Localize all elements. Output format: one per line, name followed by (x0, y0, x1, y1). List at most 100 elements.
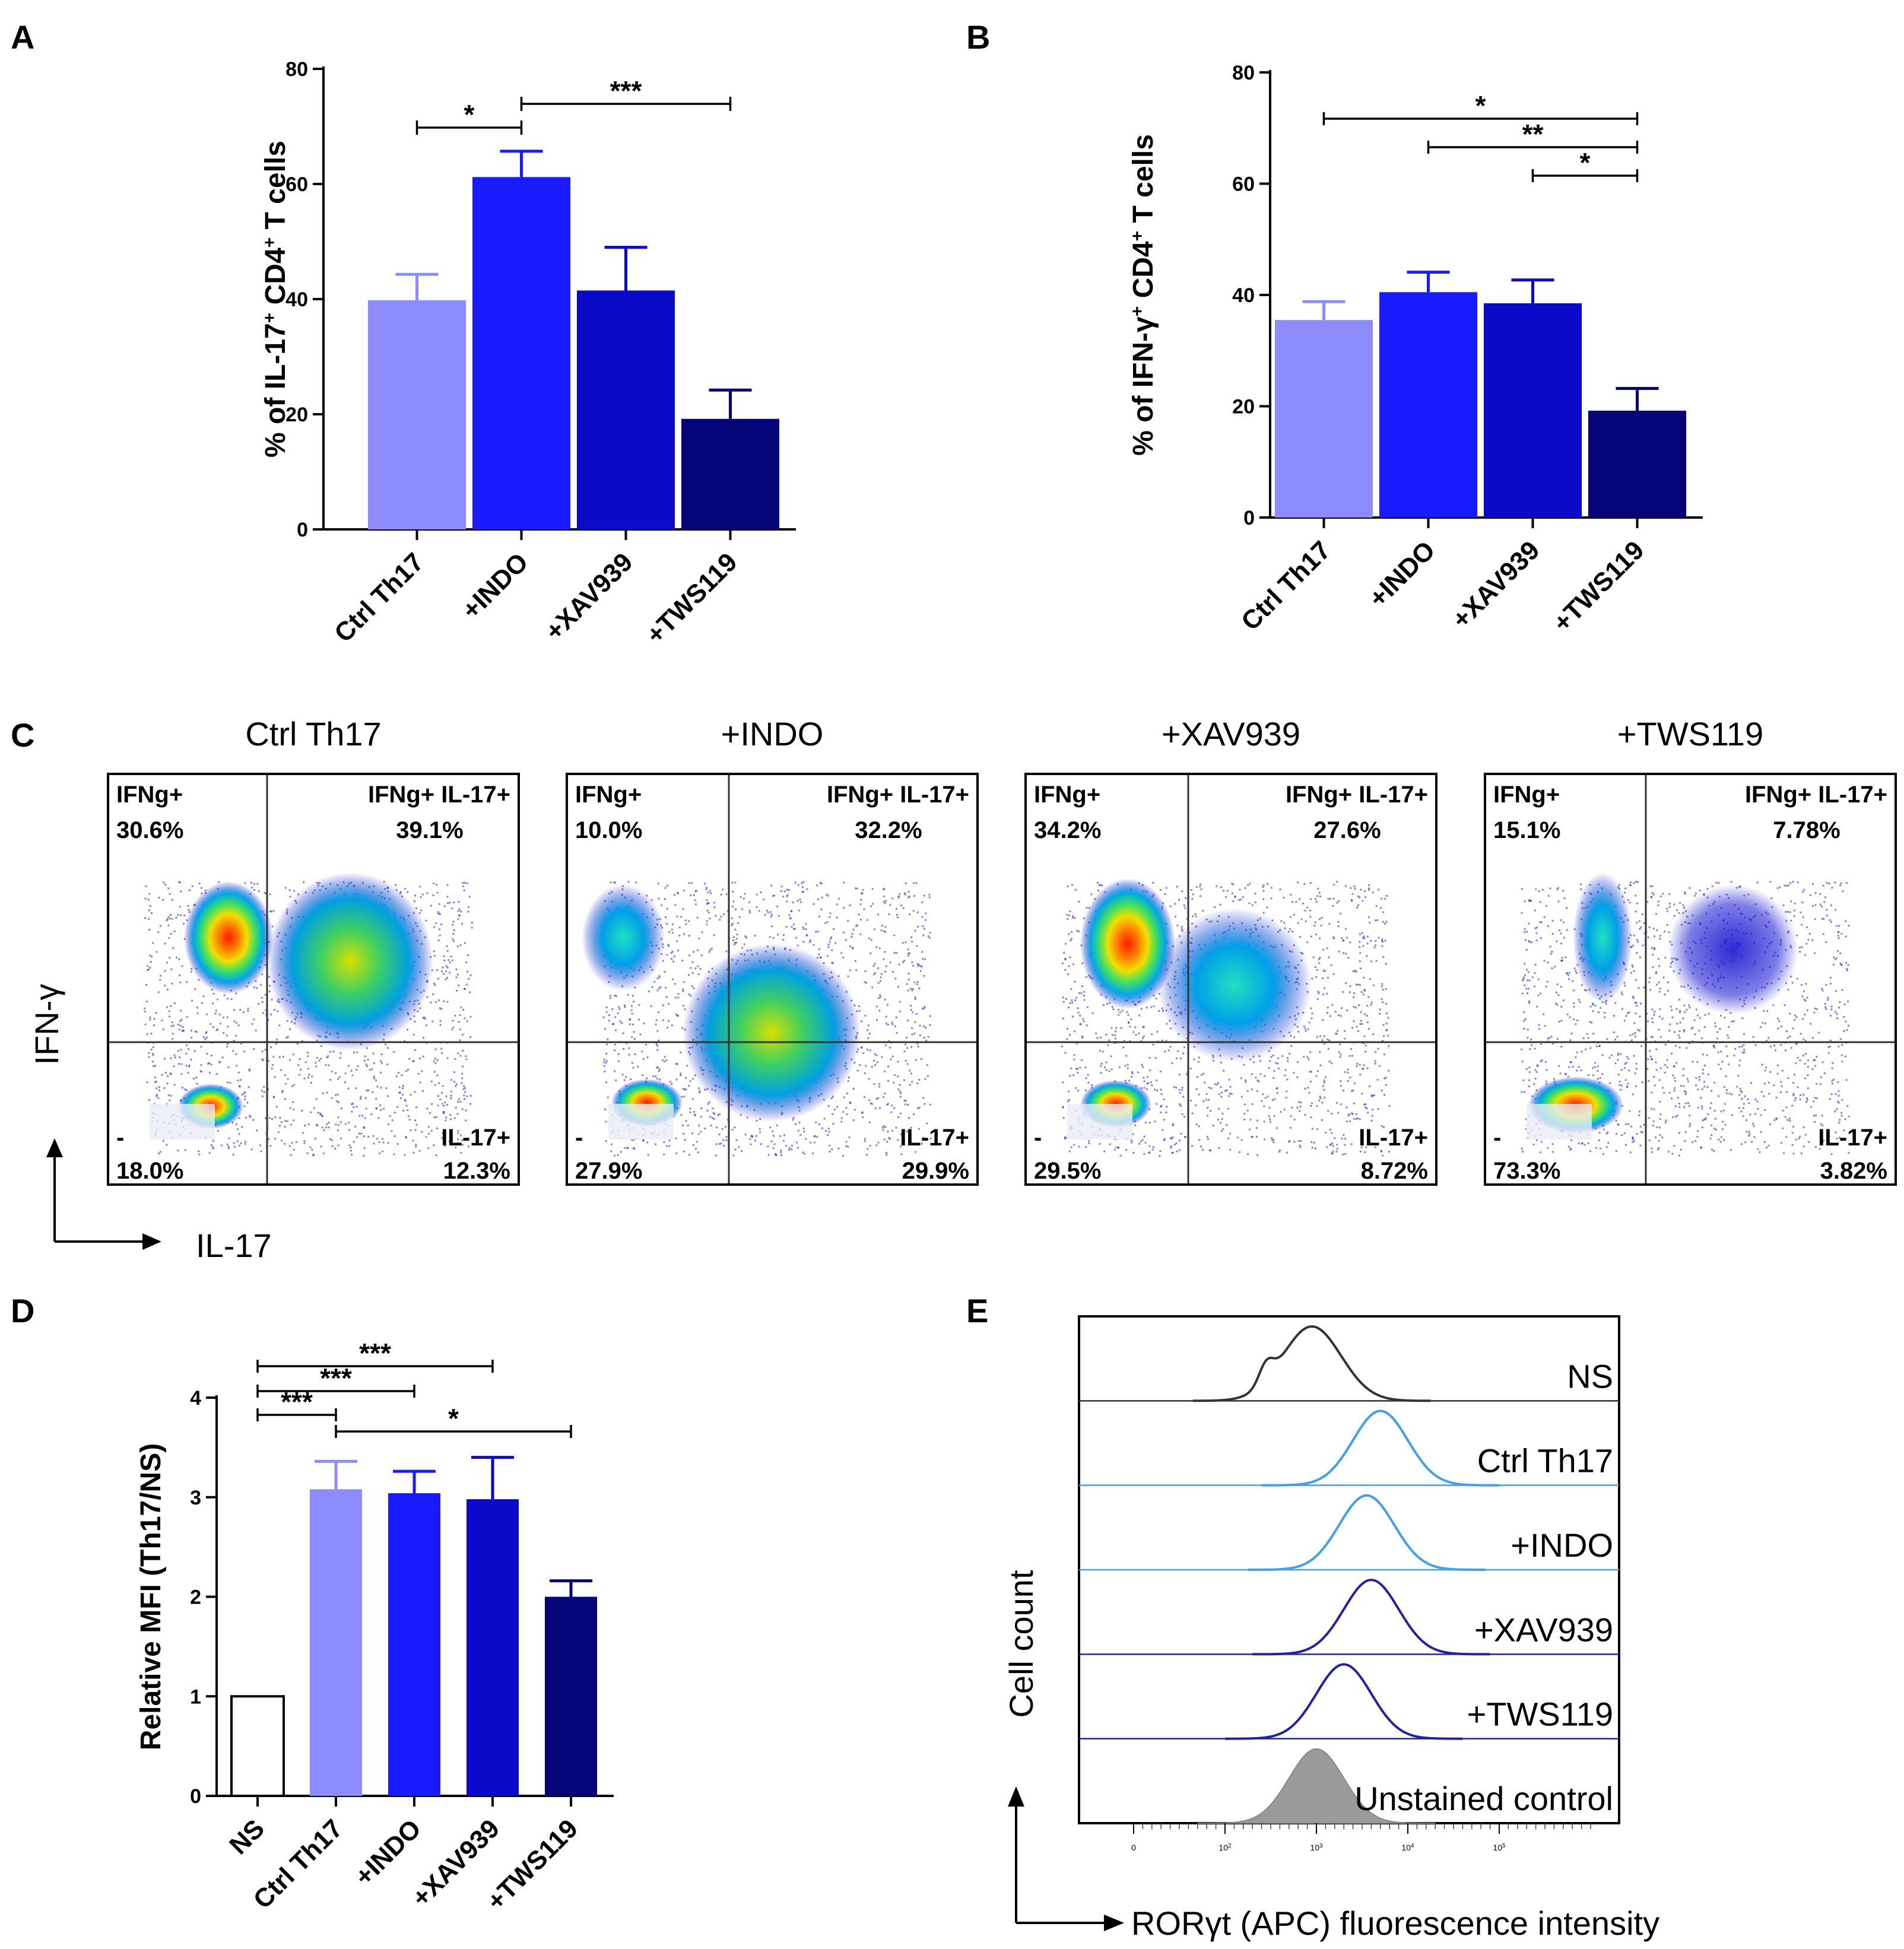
flow-event-dot (888, 1040, 890, 1042)
flow-event-dot (1342, 1090, 1344, 1092)
flow-event-dot (1332, 904, 1334, 907)
flow-event-dot (297, 1064, 300, 1066)
flow-event-dot (680, 1114, 683, 1116)
flow-event-dot (1731, 1021, 1733, 1023)
flow-event-dot (1366, 1067, 1369, 1069)
flow-event-dot (868, 1121, 871, 1123)
flow-event-dot (605, 1011, 608, 1013)
flow-event-dot (829, 912, 832, 915)
flow-event-dot (1159, 1154, 1161, 1157)
flow-event-dot (1143, 1077, 1145, 1079)
flow-event-dot (1270, 897, 1272, 900)
flow-event-dot (927, 935, 929, 938)
flow-event-dot (911, 989, 913, 992)
flow-event-dot (1264, 1138, 1266, 1141)
flow-event-dot (1525, 988, 1528, 990)
flow-event-dot (905, 882, 907, 884)
flow-event-dot (1845, 920, 1847, 922)
flow-event-dot (336, 1100, 338, 1102)
flow-event-dot (754, 935, 756, 937)
flow-event-dot (1805, 983, 1807, 985)
flow-event-dot (1156, 1089, 1158, 1091)
flow-event-dot (662, 960, 664, 962)
flow-event-dot (1744, 1141, 1747, 1144)
flow-event-dot (878, 1083, 881, 1085)
flow-event-dot (677, 1015, 679, 1017)
flow-event-dot (804, 1153, 806, 1155)
flow-event-dot (1348, 1055, 1351, 1057)
flow-event-dot (1776, 1064, 1779, 1066)
flow-event-dot (1540, 992, 1542, 995)
flow-event-dot (1743, 1049, 1746, 1051)
flow-event-dot (1353, 1118, 1355, 1120)
flow-event-dot (1364, 896, 1367, 899)
flow-event-dot (818, 948, 821, 950)
flow-event-dot (706, 920, 708, 922)
flow-event-dot (846, 1113, 848, 1115)
flow-event-dot (1263, 1105, 1265, 1107)
flow-event-dot (1115, 1146, 1118, 1148)
flow-event-dot (1316, 895, 1319, 897)
flow-event-dot (1270, 1056, 1272, 1058)
flow-event-dot (1375, 905, 1378, 907)
flow-event-dot (1181, 890, 1183, 893)
flow-event-dot (1115, 1030, 1117, 1033)
flow-event-dot (770, 925, 773, 928)
flow-event-dot (320, 1113, 322, 1115)
flow-event-dot (212, 1147, 214, 1150)
flow-event-dot (194, 1030, 196, 1033)
flow-event-dot (891, 1055, 894, 1058)
bar (230, 1695, 285, 1797)
flow-event-dot (886, 1154, 888, 1156)
y-tick-label: 1 (190, 1685, 201, 1708)
flow-event-dot (605, 1006, 608, 1008)
flow-event-dot (1105, 1033, 1108, 1036)
flow-event-dot (605, 1120, 607, 1123)
flow-event-dot (180, 890, 182, 893)
flow-event-dot (1805, 926, 1808, 929)
flow-event-dot (614, 1016, 617, 1018)
flow-event-dot (776, 1124, 778, 1126)
flow-event-dot (870, 952, 872, 954)
flow-event-dot (468, 896, 471, 898)
flow-event-dot (1669, 1023, 1671, 1026)
flow-event-dot (1356, 1117, 1359, 1119)
flow-event-dot (458, 1098, 460, 1100)
flow-event-dot (1347, 1080, 1349, 1083)
flow-event-dot (1379, 1012, 1381, 1015)
flow-event-dot (876, 1061, 878, 1064)
flow-event-dot (264, 993, 266, 996)
flow-event-dot (929, 1103, 931, 1106)
flow-event-dot (872, 903, 874, 905)
flow-plot-title: Ctrl Th17 (245, 715, 381, 753)
flow-event-dot (700, 954, 703, 957)
flow-event-dot (849, 904, 851, 907)
flow-event-dot (1325, 1132, 1327, 1134)
flow-event-dot (831, 949, 833, 951)
flow-event-dot (382, 1138, 384, 1140)
flow-event-dot (1316, 969, 1318, 971)
flow-event-dot (680, 1072, 682, 1075)
flow-event-dot (1581, 1050, 1583, 1053)
flow-event-dot (872, 973, 875, 976)
flow-event-dot (1305, 1030, 1307, 1032)
flow-event-dot (1256, 1119, 1259, 1122)
flow-event-dot (1179, 1057, 1182, 1059)
flow-event-dot (1321, 1102, 1324, 1104)
flow-event-dot (1149, 1069, 1151, 1072)
flow-event-dot (1666, 1059, 1668, 1061)
flow-event-dot (913, 1113, 915, 1115)
flow-event-dot (1792, 1027, 1794, 1030)
flow-event-dot (1814, 892, 1817, 894)
flow-event-dot (421, 1131, 423, 1133)
flow-event-dot (1191, 1145, 1194, 1147)
flow-event-dot (605, 1140, 607, 1142)
flow-event-dot (292, 1101, 294, 1103)
flow-event-dot (1592, 1010, 1594, 1012)
flow-event-dot (1228, 1078, 1230, 1081)
flow-event-dot (215, 1073, 218, 1075)
flow-event-dot (656, 1066, 659, 1069)
flow-event-dot (153, 1065, 155, 1068)
flow-event-dot (175, 916, 177, 919)
